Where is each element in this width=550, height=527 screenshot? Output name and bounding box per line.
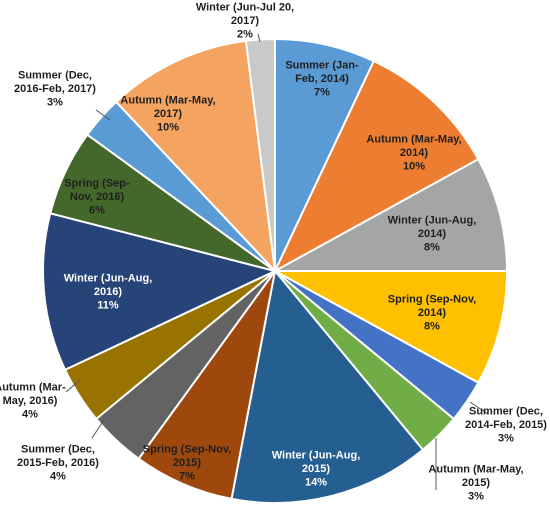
slice-label: Winter (Jun-Aug, 2016) 11% — [64, 273, 153, 312]
slice-labels: Summer (Jan-Feb, 2014) 7%Autumn (Mar-May,… — [0, 2, 547, 503]
slice-label: Autumn (Mar-May, 2017) 10% — [120, 95, 215, 134]
slice-label: Summer (Dec, 2016-Feb, 2017) 3% — [14, 70, 96, 109]
slice-label: Autumn (Mar-May, 2014) 10% — [366, 134, 461, 173]
pie-slice — [274, 157, 509, 272]
pie-slice — [230, 268, 425, 504]
pie-slice — [274, 37, 376, 272]
pie-slice — [272, 59, 480, 274]
pie-slice — [114, 39, 277, 274]
slice-label: Spring (Sep-Nov, 2015) 7% — [143, 444, 231, 483]
slice-label: Winter (Jun-Aug, 2014) 8% — [388, 215, 477, 254]
slice-label: Summer (Dec, 2015-Feb, 2016) 4% — [17, 444, 99, 483]
pie-slice — [137, 270, 276, 501]
slice-label: Winter (Jun-Aug, 2015) 14% — [272, 450, 361, 489]
slice-label: Summer (Dec, 2014-Feb, 2015) 3% — [465, 406, 547, 445]
slice-label: Spring (Sep-Nov, 2014) 8% — [388, 294, 476, 333]
pie-slice — [42, 212, 278, 372]
slice-label: Spring (Sep-Nov, 2016) 6% — [64, 178, 130, 217]
slice-label: Autumn (Mar-May, 2015) 3% — [428, 464, 523, 503]
slice-label: Winter (Jun-Jul 20, 2017) 2% — [196, 2, 294, 41]
pie-slice — [274, 270, 509, 385]
leader-line — [469, 401, 489, 415]
leader-line — [91, 419, 105, 439]
slice-label: Summer (Jan-Feb, 2014) 7% — [285, 60, 359, 99]
slice-label: Autumn (Mar-May, 2016) 4% — [0, 382, 66, 421]
leader-line — [95, 109, 111, 121]
leader-lines — [65, 33, 489, 490]
leader-line — [65, 379, 81, 393]
leader-line — [257, 33, 261, 43]
pie-slices — [42, 37, 509, 504]
pie-slice — [244, 37, 276, 272]
